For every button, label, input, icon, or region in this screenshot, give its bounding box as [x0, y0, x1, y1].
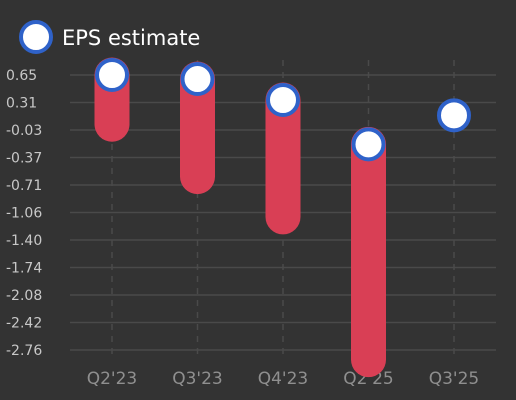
- legend: EPS estimate: [19, 20, 200, 54]
- eps-marker: [437, 98, 471, 133]
- y-tick-label: -0.71: [6, 178, 42, 194]
- y-tick-label: -0.03: [6, 123, 42, 139]
- eps-marker: [180, 62, 215, 97]
- x-tick-label: Q2'23: [87, 369, 138, 389]
- range-bar: [265, 82, 301, 235]
- eps-markers: [95, 58, 471, 162]
- y-tick-label: -0.37: [6, 151, 42, 167]
- y-tick-label: -1.74: [6, 261, 42, 277]
- x-tick-label: Q4'23: [258, 369, 309, 389]
- x-tick-label: Q3'25: [429, 369, 480, 389]
- y-tick-label: -2.42: [6, 316, 42, 332]
- eps-marker: [351, 127, 386, 162]
- range-bar: [180, 61, 215, 195]
- eps-marker: [266, 83, 300, 117]
- range-bars: [94, 57, 386, 378]
- y-tick-label: -1.06: [6, 206, 42, 222]
- y-tick-label: 0.65: [6, 68, 37, 84]
- range-bar: [351, 126, 386, 378]
- x-axis-labels: Q2'23 Q3'23 Q4'23 Q2'25 Q3'25: [87, 369, 480, 389]
- y-axis-labels: 0.65 0.31 -0.03 -0.37 -0.71 -1.06 -1.40 -1.74 -2…: [6, 68, 42, 359]
- legend-marker: [19, 20, 53, 54]
- y-tick-label: -2.08: [6, 288, 42, 304]
- x-tick-label: Q3'23: [172, 369, 223, 389]
- eps-marker: [95, 58, 129, 92]
- y-tick-label: -2.76: [6, 343, 42, 359]
- y-tick-label: 0.31: [6, 96, 37, 112]
- x-tick-label: Q2'25: [343, 369, 394, 389]
- legend-label: EPS estimate: [62, 26, 200, 50]
- y-tick-label: -1.40: [6, 233, 42, 249]
